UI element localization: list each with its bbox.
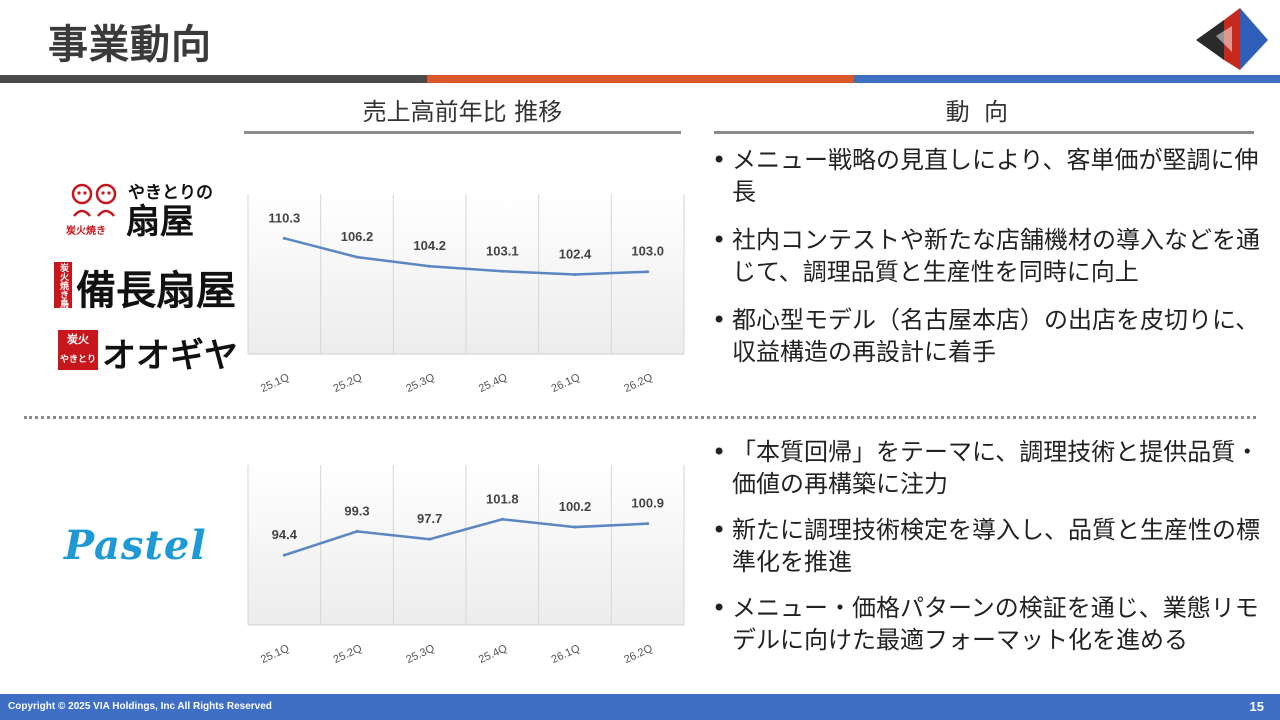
bottom-sales-chart-svg: 94.4 99.3 97.7 101.8 100.2 100.9 25.1Q 25.2Q 25.… bbox=[247, 465, 685, 666]
tick-label: 25.3Q bbox=[404, 371, 437, 395]
ougiya-kana: やきとりの bbox=[128, 183, 213, 203]
data-point bbox=[355, 529, 359, 533]
list-item: メニュー・価格パターンの検証を通じ、業態リモデルに向けた最適フォーマット化を進め… bbox=[710, 592, 1270, 656]
tick-label: 26.2Q bbox=[622, 642, 655, 666]
tick-label: 26.1Q bbox=[550, 371, 583, 395]
data-point bbox=[646, 522, 650, 526]
data-point bbox=[428, 264, 432, 268]
data-label: 101.8 bbox=[486, 491, 519, 506]
data-label: 100.9 bbox=[631, 496, 664, 511]
copyright-text: Copyright © 2025 VIA Holdings, Inc All R… bbox=[8, 701, 272, 712]
data-label: 99.3 bbox=[344, 503, 369, 518]
title-rule-gray bbox=[0, 75, 427, 83]
data-label: 97.7 bbox=[417, 511, 442, 526]
data-point bbox=[355, 255, 359, 259]
page-number: 15 bbox=[1249, 699, 1264, 714]
top-sales-chart: 110.3 106.2 104.2 103.1 102.4 103.0 25.1Q 25.2Q… bbox=[244, 184, 689, 416]
list-item: 新たに調理技術検定を導入し、品質と生産性の標準化を推進 bbox=[710, 514, 1270, 578]
oogiya-badge-line2: やきとり bbox=[59, 355, 96, 365]
title-rule-blue bbox=[854, 75, 1280, 83]
bincho-name: 備長扇屋 bbox=[76, 268, 236, 314]
data-point bbox=[500, 269, 504, 273]
data-point bbox=[500, 517, 504, 521]
mascot-icon bbox=[71, 183, 117, 217]
oogiya-badge-line1: 炭火 bbox=[67, 333, 89, 346]
tick-label: 25.1Q bbox=[259, 642, 292, 666]
data-label: 110.3 bbox=[268, 210, 300, 225]
title-rule-orange bbox=[427, 75, 854, 83]
tick-label: 25.2Q bbox=[332, 371, 365, 395]
page-title: 事業動向 bbox=[48, 22, 212, 68]
data-label: 100.2 bbox=[559, 499, 592, 514]
bottom-sales-chart: 94.4 99.3 97.7 101.8 100.2 100.9 25.1Q 25.2Q 25.… bbox=[244, 455, 689, 687]
data-point bbox=[646, 270, 650, 274]
bincho-tag: 炭火焼き鳥 bbox=[54, 262, 72, 308]
data-label: 103.1 bbox=[486, 243, 519, 258]
list-item: 社内コンテストや新たな店舗機材の導入などを通じて、調理品質と生産性を同時に向上 bbox=[710, 224, 1270, 288]
tick-label: 25.3Q bbox=[404, 642, 437, 666]
list-item: 都心型モデル（名古屋本店）の出店を皮切りに、収益構造の再設計に着手 bbox=[710, 304, 1270, 368]
data-label: 94.4 bbox=[272, 527, 298, 542]
list-item: メニュー戦略の見直しにより、客単価が堅調に伸長 bbox=[710, 144, 1270, 208]
chart-column-heading: 売上高前年比 推移 bbox=[362, 98, 563, 126]
series-line bbox=[284, 237, 648, 276]
oogiya-badge: 炭火 やきとり bbox=[58, 330, 98, 370]
chart-column-rule bbox=[244, 131, 681, 134]
tick-label: 25.4Q bbox=[477, 642, 510, 666]
data-label: 104.2 bbox=[413, 238, 446, 253]
tick-label: 25.1Q bbox=[259, 371, 292, 395]
top-sales-chart-svg: 110.3 106.2 104.2 103.1 102.4 103.0 25.1Q 25.2Q… bbox=[247, 194, 685, 395]
top-trend-list: メニュー戦略の見直しにより、客単価が堅調に伸長 社内コンテストや新たな店舗機材の… bbox=[710, 144, 1270, 384]
data-label: 106.2 bbox=[341, 229, 374, 244]
trend-column-rule bbox=[714, 131, 1254, 134]
data-point bbox=[282, 553, 286, 557]
data-point bbox=[428, 537, 432, 541]
bottom-trend-list: 「本質回帰」をテーマに、調理技術と提供品質・価値の再構築に注力 新たに調理技術検… bbox=[710, 436, 1270, 670]
oogiya-name: オオギヤ bbox=[102, 336, 238, 376]
ougiya-name: 扇屋 bbox=[126, 202, 194, 242]
data-point bbox=[573, 272, 577, 276]
ougiya-small: 炭火焼き bbox=[66, 226, 106, 237]
footer-bar: Copyright © 2025 VIA Holdings, Inc All R… bbox=[0, 694, 1280, 720]
tick-label: 26.2Q bbox=[622, 371, 655, 395]
section-divider bbox=[24, 416, 1256, 419]
tick-label: 25.2Q bbox=[332, 642, 365, 666]
trend-column-heading: 動向 bbox=[945, 98, 1023, 126]
list-item: 「本質回帰」をテーマに、調理技術と提供品質・価値の再構築に注力 bbox=[710, 436, 1270, 500]
data-point bbox=[282, 236, 286, 240]
tick-label: 25.4Q bbox=[477, 371, 510, 395]
tick-label: 26.1Q bbox=[550, 642, 583, 666]
company-logo-icon bbox=[1196, 8, 1268, 70]
pastel-logo: Pastel bbox=[64, 522, 207, 569]
data-label: 103.0 bbox=[631, 244, 664, 259]
series-line bbox=[283, 518, 648, 557]
data-point bbox=[573, 525, 577, 529]
data-label: 102.4 bbox=[559, 246, 592, 261]
